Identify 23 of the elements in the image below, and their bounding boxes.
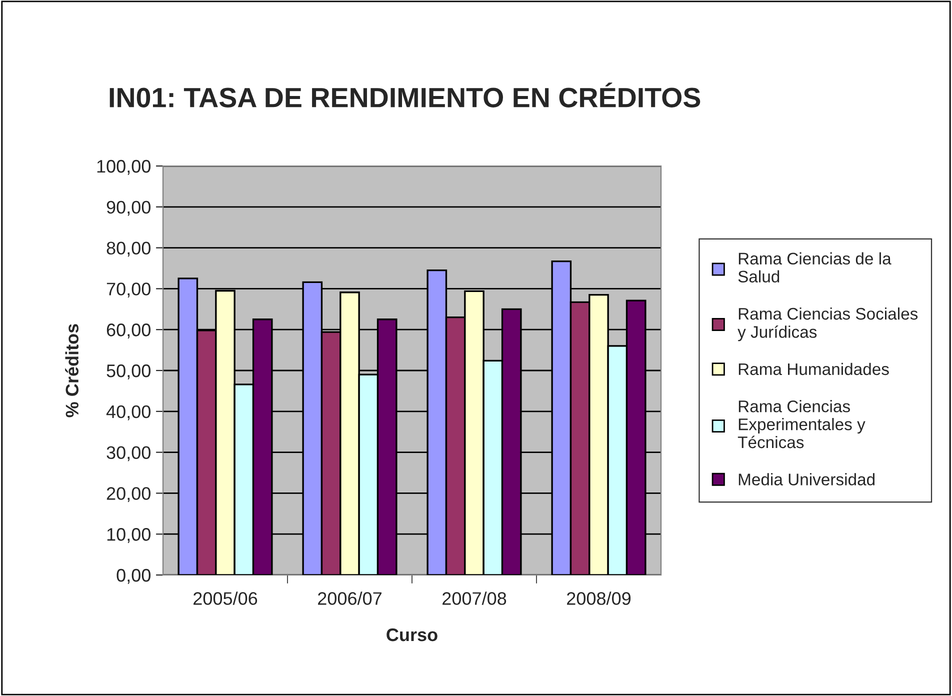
y-tick-label: 40,00	[106, 405, 150, 420]
y-tick-label: 30,00	[106, 446, 150, 462]
x-axis-title: Curso	[386, 628, 438, 642]
y-tick-label: 90,00	[106, 200, 150, 216]
y-axis-title: % Créditos	[65, 324, 79, 418]
legend-label: Rama Ciencias Sociales y Jurídicas	[738, 307, 918, 342]
legend-label: Rama Ciencias Experimentales y Técnicas	[738, 400, 866, 448]
y-tick-label: 100,00	[97, 160, 150, 175]
y-tick-label: 60,00	[106, 324, 150, 338]
legend-label: Rama Humanidades	[738, 362, 889, 376]
chart-title: IN01: TASA DE RENDIMIENTO EN CRÉDITOS	[110, 82, 700, 108]
y-tick-label: 50,00	[106, 364, 150, 380]
x-tick-label: 2006/07	[318, 592, 382, 605]
y-tick-label: 10,00	[107, 528, 150, 543]
x-tick-label: 2005/06	[194, 592, 258, 605]
y-tick-label: 80,00	[106, 242, 150, 257]
y-tick-label: 70,00	[106, 282, 150, 298]
x-tick-label: 2008/09	[567, 592, 631, 605]
legend-label: Media Universidad	[738, 473, 874, 486]
y-tick-label: 0,00	[116, 568, 150, 584]
x-tick-label: 2007/08	[442, 592, 506, 605]
legend-label: Rama Ciencias de la Salud	[738, 252, 892, 282]
y-tick-label: 20,00	[106, 487, 150, 502]
